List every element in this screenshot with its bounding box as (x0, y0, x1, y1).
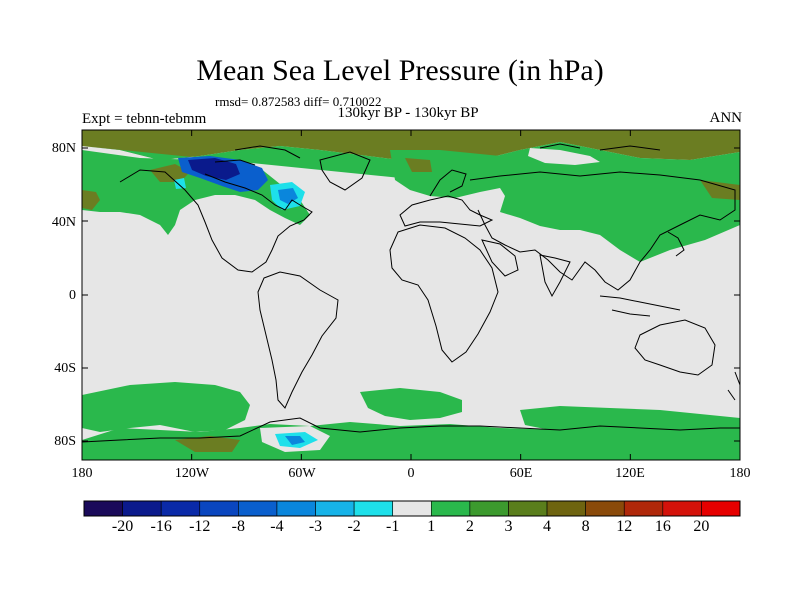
colorbar-frame (83, 500, 741, 517)
colorbar-label: 8 (581, 518, 590, 535)
colorbar-swatch (701, 500, 741, 517)
colorbar-label: 3 (504, 518, 513, 535)
season-label: ANN (709, 110, 743, 126)
pressure-field (82, 130, 740, 460)
olive-patch-siberia (700, 180, 740, 200)
olive-patch-north-sea (405, 158, 432, 172)
colorbar-swatch (430, 500, 471, 517)
colorbar-swatch (315, 500, 355, 517)
colorbar-label: 1 (427, 518, 436, 535)
colorbar-label: 4 (543, 518, 552, 535)
lon-label-0: 0 (407, 466, 415, 481)
olive-patch-pacific (82, 190, 100, 210)
colorbar-label: 20 (693, 518, 710, 535)
lat-label-80n: 80N (51, 141, 76, 156)
north-america-coastline (119, 169, 313, 273)
experiment-label: Expt = tebnn-tebmm (82, 111, 207, 127)
colorbar-swatch (546, 500, 586, 517)
africa-coastline (389, 224, 499, 363)
colorbar-swatch (199, 500, 239, 517)
colorbar-label: 2 (465, 518, 474, 535)
chart-title: Mean Sea Level Pressure (in hPa) (196, 54, 604, 87)
colorbar-swatch (353, 500, 394, 517)
colorbar (83, 500, 741, 517)
lat-label-40n: 40N (51, 215, 76, 230)
australia-coastline (634, 319, 716, 376)
europe-coastline (399, 195, 494, 227)
south-atlantic-green-region (360, 388, 462, 420)
japan-coastline (667, 231, 685, 257)
colorbar-swatch (122, 500, 162, 517)
lat-label-40s: 40S (54, 361, 76, 376)
colorbar-swatch (238, 500, 278, 517)
colorbar-swatch (623, 500, 664, 517)
coastlines (82, 143, 740, 443)
arctic-islands-coastline (214, 143, 661, 166)
stats-text: rmsd= 0.872583 diff= 0.710022 (215, 94, 382, 109)
period-label: 130kyr BP - 130kyr BP (337, 105, 479, 121)
indonesia-coastline (599, 295, 681, 317)
lon-label-180w: 180 (71, 466, 93, 481)
arctic-olive-region (82, 130, 740, 160)
arctic-neutral-patch (528, 148, 600, 165)
colorbar-swatch (585, 500, 625, 517)
india-coastline (539, 254, 571, 298)
colorbar-label: -3 (308, 518, 323, 535)
lat-label-80s: 80S (54, 434, 76, 449)
south-america-coastline (257, 271, 339, 409)
south-pacific-green-region (82, 382, 250, 432)
colorbar-label: -8 (231, 518, 245, 535)
colorbar-swatch (160, 500, 201, 517)
arabia-coastline (481, 239, 519, 277)
lon-label-120w: 120W (174, 466, 210, 481)
axis-ticks (81, 130, 741, 460)
hudson-blue-anomaly (278, 188, 298, 204)
colorbar-swatch (662, 500, 702, 517)
colorbar-label: -20 (111, 518, 134, 535)
colorbar-label: -2 (347, 518, 361, 535)
colorbar-swatch (276, 500, 316, 517)
olive-patch-canada (150, 164, 190, 182)
lon-label-60w: 60W (288, 466, 316, 481)
colorbar-label: -12 (189, 518, 211, 535)
asia-coastline (469, 171, 736, 291)
colorbar-swatch (392, 500, 432, 517)
lat-label-0: 0 (69, 288, 76, 303)
colorbar-label: -16 (150, 518, 172, 535)
scandinavia-coastline (429, 169, 467, 197)
antarctica-coastline (82, 417, 740, 443)
lon-label-180e: 180 (729, 466, 751, 481)
colorbar-label: 16 (654, 518, 671, 535)
colorbar-swatch (83, 500, 123, 517)
colorbar-label: -4 (270, 518, 284, 535)
colorbar-swatch (469, 500, 509, 517)
colorbar-label: -1 (386, 518, 400, 535)
colorbar-swatch (508, 500, 548, 517)
alaska-cyan-anomaly (174, 178, 186, 189)
antarctic-green-band (82, 422, 740, 460)
northern-green-region (82, 142, 740, 262)
canada-strong-anomaly (188, 158, 240, 180)
greenland-coastline (319, 151, 371, 191)
new-zealand-coastline (727, 371, 740, 401)
lon-label-60e: 60E (509, 466, 533, 481)
antarctic-blue-anomaly (285, 436, 305, 445)
antarctic-olive-patch (175, 436, 240, 452)
colorbar-label: 12 (616, 518, 633, 535)
lon-label-120e: 120E (615, 466, 645, 481)
